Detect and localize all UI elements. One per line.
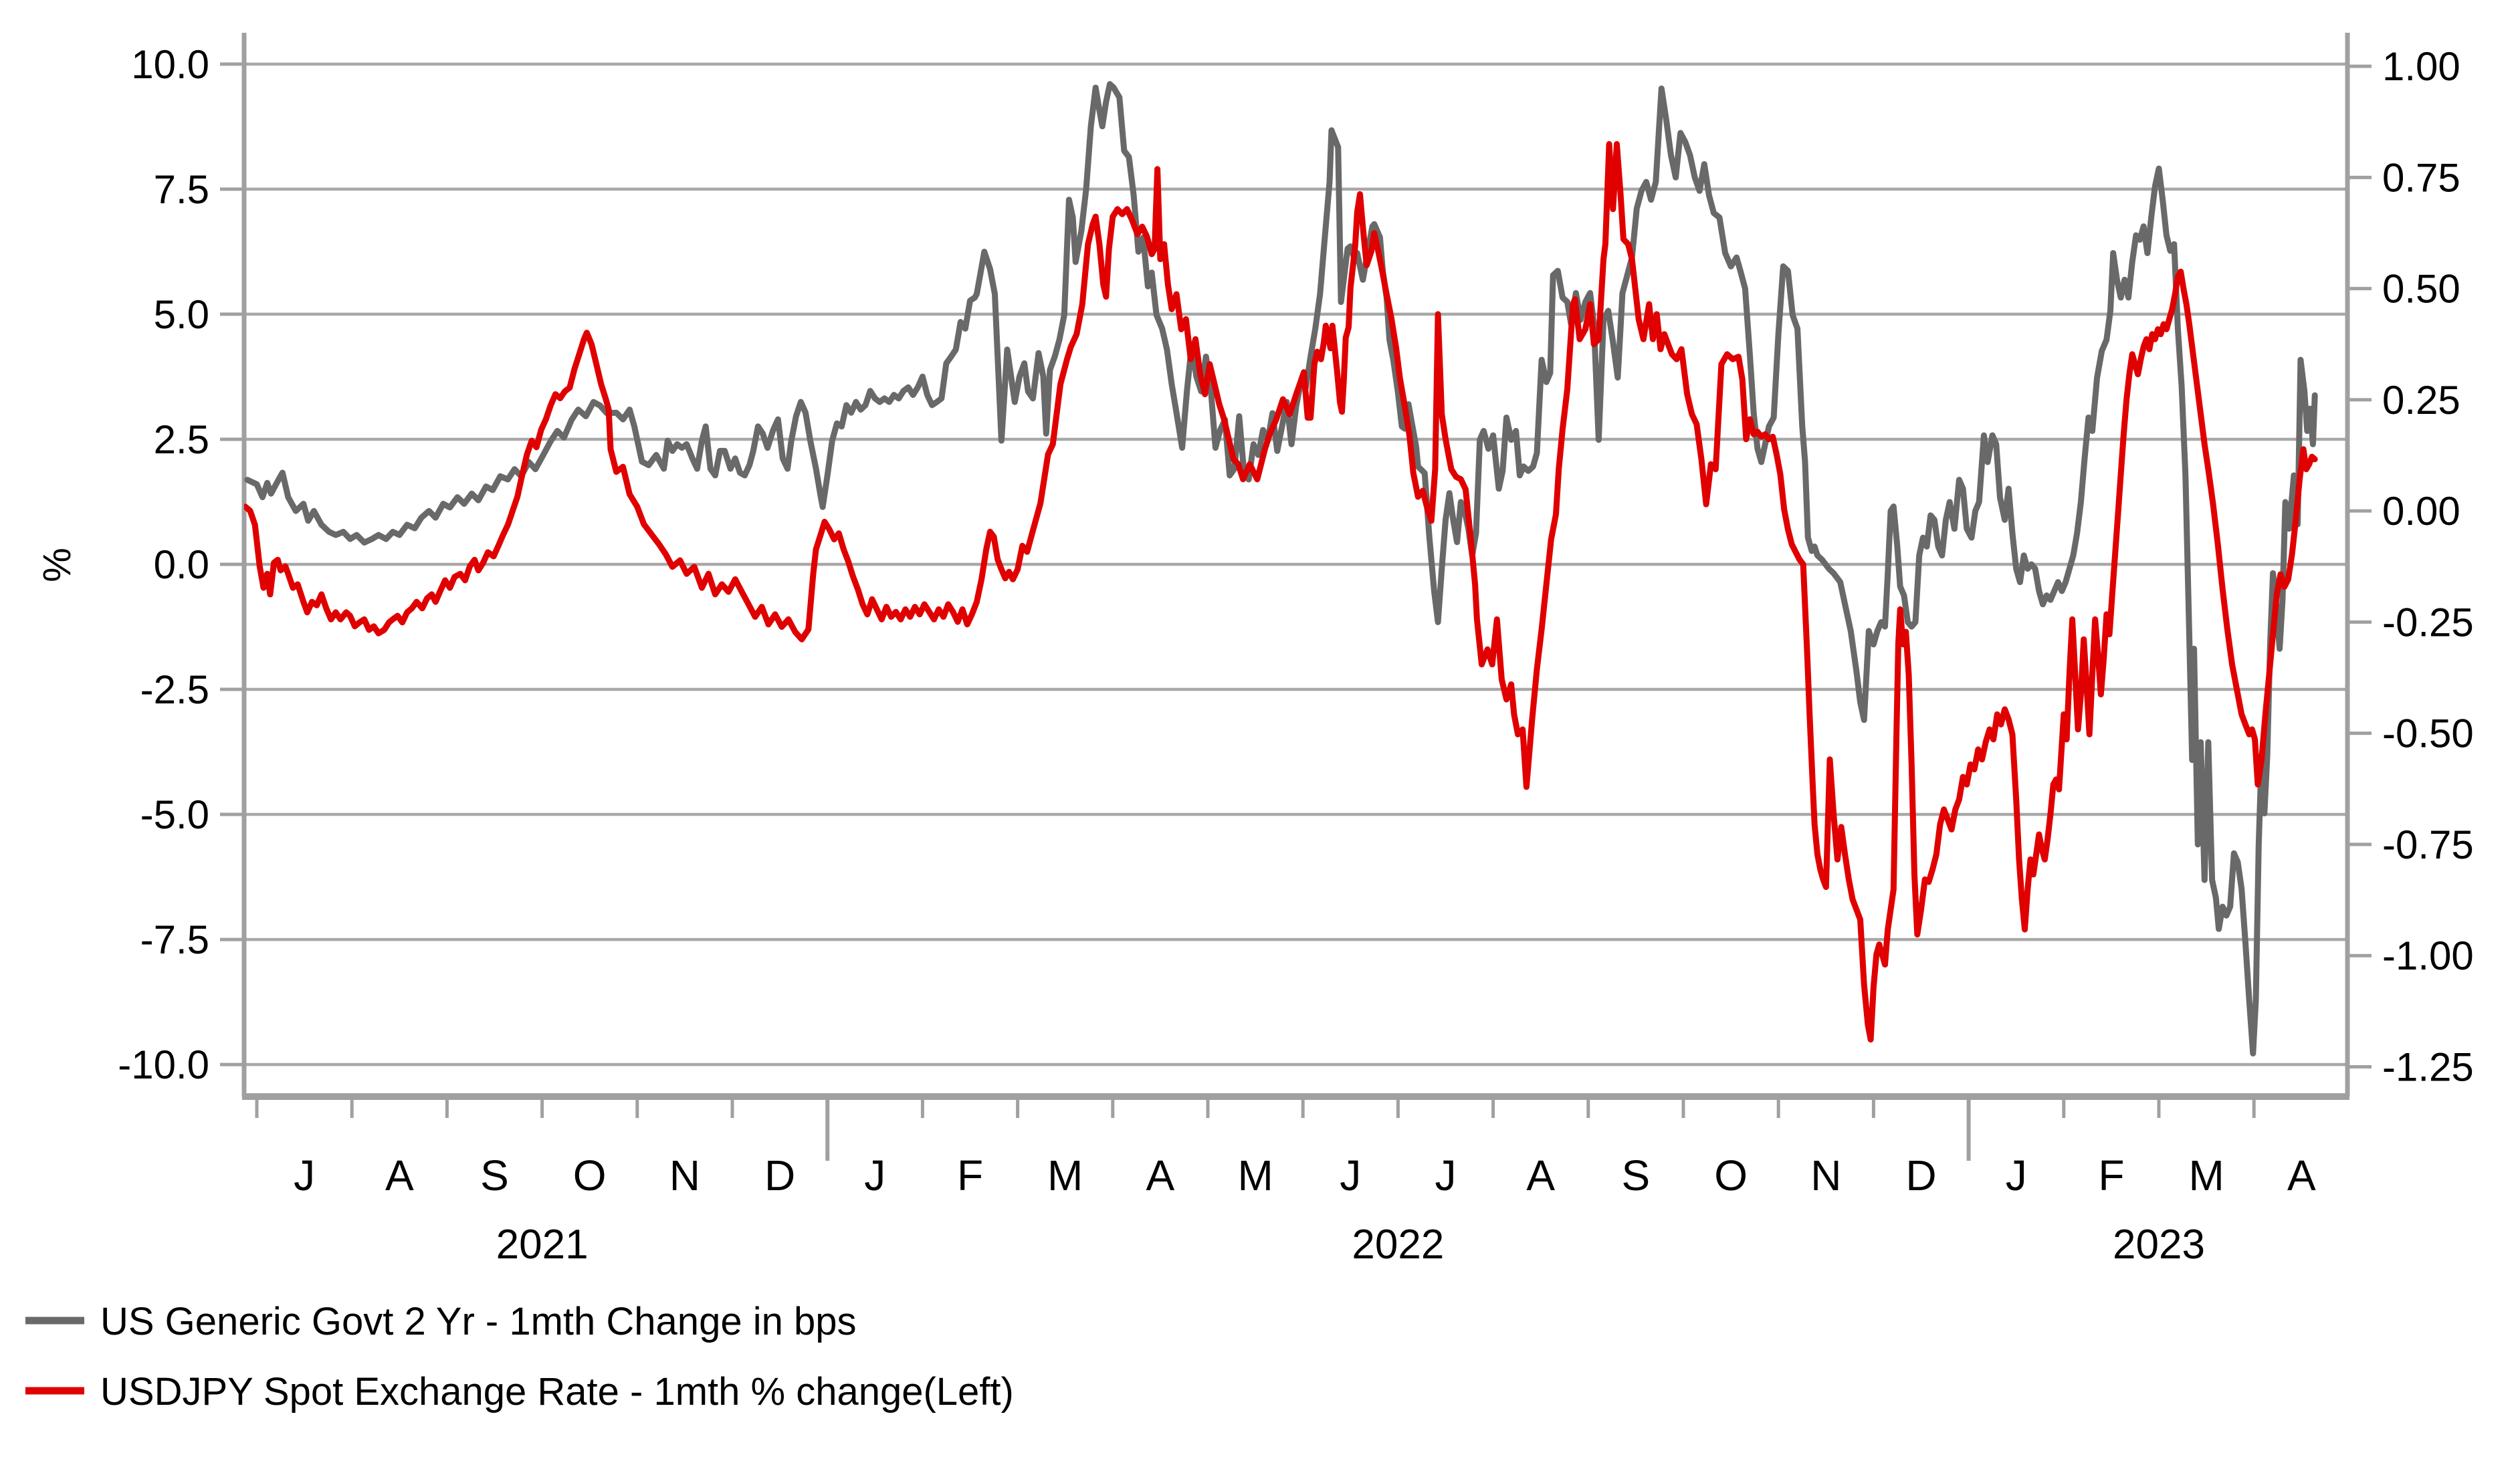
svg-text:0.50: 0.50 xyxy=(2382,267,2460,312)
legend: US Generic Govt 2 Yr - 1mth Change in bp… xyxy=(25,1300,1014,1413)
gridlines xyxy=(244,62,2347,1066)
x-tick-month: F xyxy=(2098,1151,2124,1200)
x-tick-year: 2022 xyxy=(1352,1222,1444,1268)
x-tick-month: M xyxy=(1047,1151,1083,1200)
x-axis-ticks xyxy=(255,1097,2256,1161)
x-tick-month: S xyxy=(480,1151,509,1200)
x-tick-month: J xyxy=(864,1151,885,1200)
svg-text:-0.75: -0.75 xyxy=(2382,822,2474,867)
svg-text:-10.0: -10.0 xyxy=(118,1042,209,1087)
right-axis-tick-labels: 1.00 0.75 0.50 0.25 0.00 -0.25 -0.50 -0.75 -1.00… xyxy=(2382,44,2474,1089)
x-tick-month: D xyxy=(1905,1151,1936,1200)
svg-text:-0.50: -0.50 xyxy=(2382,711,2474,756)
svg-text:7.5: 7.5 xyxy=(154,167,209,212)
x-tick-month: A xyxy=(2287,1151,2316,1200)
x-tick-month: J xyxy=(294,1151,315,1200)
svg-text:0.0: 0.0 xyxy=(154,542,209,587)
svg-text:1.00: 1.00 xyxy=(2382,44,2460,89)
x-tick-month: M xyxy=(1237,1151,1273,1200)
svg-text:10.0: 10.0 xyxy=(131,42,209,87)
x-axis-labels: J A S O N D J F M A M J J A S O N D J F M A 2021 2022 2023 xyxy=(294,1151,2316,1268)
svg-text:5.0: 5.0 xyxy=(154,292,209,337)
x-tick-year: 2021 xyxy=(496,1222,589,1268)
y-axis-title: % xyxy=(35,548,79,582)
x-tick-month: J xyxy=(1435,1151,1457,1200)
x-tick-month: J xyxy=(1340,1151,1361,1200)
svg-text:0.25: 0.25 xyxy=(2382,378,2460,423)
x-tick-month: O xyxy=(573,1151,607,1200)
left-axis-tick-labels: 10.0 7.5 5.0 2.5 0.0 -2.5 -5.0 -7.5 -10.0 xyxy=(118,42,209,1087)
x-tick-month: O xyxy=(1714,1151,1748,1200)
axes xyxy=(220,33,2372,1100)
svg-text:-2.5: -2.5 xyxy=(140,667,209,712)
x-tick-month: M xyxy=(2188,1151,2224,1200)
x-tick-month: D xyxy=(764,1151,795,1200)
x-tick-month: N xyxy=(1810,1151,1841,1200)
x-tick-month: A xyxy=(385,1151,414,1200)
x-tick-month: A xyxy=(1146,1151,1175,1200)
x-tick-month: N xyxy=(669,1151,700,1200)
series-us2y-line xyxy=(244,81,2318,1056)
svg-text:-1.25: -1.25 xyxy=(2382,1044,2474,1089)
svg-text:0.00: 0.00 xyxy=(2382,489,2460,534)
legend-label-usdjpy: USDJPY Spot Exchange Rate - 1mth % chang… xyxy=(100,1370,1014,1413)
series-usdjpy-line xyxy=(244,141,2318,1043)
svg-text:0.75: 0.75 xyxy=(2382,155,2460,200)
x-tick-month: F xyxy=(957,1151,983,1200)
series-lines xyxy=(244,81,2318,1056)
x-tick-year: 2023 xyxy=(2113,1222,2205,1268)
svg-text:-7.5: -7.5 xyxy=(140,917,209,962)
legend-label-us2y: US Generic Govt 2 Yr - 1mth Change in bp… xyxy=(100,1300,856,1343)
x-tick-month: A xyxy=(1526,1151,1555,1200)
svg-text:-1.00: -1.00 xyxy=(2382,933,2474,978)
svg-text:2.5: 2.5 xyxy=(154,417,209,462)
svg-text:-0.25: -0.25 xyxy=(2382,600,2474,645)
svg-text:-5.0: -5.0 xyxy=(140,792,209,837)
x-tick-month: S xyxy=(1622,1151,1651,1200)
x-tick-month: J xyxy=(2006,1151,2027,1200)
